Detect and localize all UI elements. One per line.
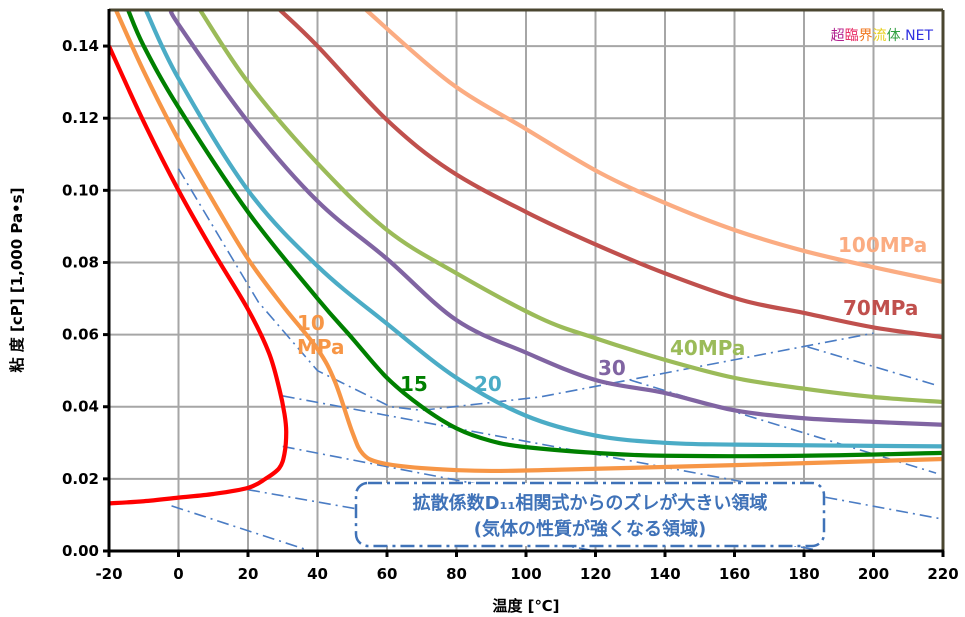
- series-label: 40MPa: [670, 336, 745, 360]
- guide-line: [171, 505, 311, 551]
- series-line: [168, 10, 943, 427]
- x-tick-label: 100: [510, 565, 541, 583]
- series-line: [114, 10, 943, 474]
- watermark-part: 体: [887, 28, 901, 44]
- y-tick-label: 0.02: [62, 470, 99, 488]
- series-label: 10 MPa: [297, 311, 345, 359]
- x-tick-label: 20: [238, 565, 259, 583]
- plot-frame: [103, 8, 945, 557]
- series-curves: [109, 10, 943, 506]
- y-tick-label: 0.04: [62, 398, 99, 416]
- annotation-box: 拡散係数D₁₁相関式からのズレが大きい領域 (気体の性質が強くなる領域): [354, 481, 826, 548]
- watermark-part: 臨: [845, 28, 859, 44]
- x-tick-label: 60: [377, 565, 398, 583]
- series-label: 30: [598, 356, 626, 380]
- guide-line: [177, 168, 874, 412]
- y-tick-label: 0.12: [62, 109, 99, 127]
- x-tick-label: 0: [173, 565, 183, 583]
- y-tick-label: 0.06: [62, 326, 99, 344]
- series-label-line: 10: [297, 311, 325, 335]
- series-label: 70MPa: [843, 296, 918, 320]
- watermark-part: 超: [831, 28, 845, 44]
- gridlines: [108, 10, 944, 552]
- watermark-part: NET: [905, 28, 933, 44]
- watermark-part: 流: [873, 28, 887, 44]
- x-tick-label: -20: [95, 565, 122, 583]
- y-tick-label: 0.14: [62, 37, 99, 55]
- x-tick-label: 180: [788, 565, 819, 583]
- annotation-line-2: (気体の性質が強くなる領域): [474, 518, 706, 540]
- series-line: [126, 10, 943, 459]
- watermark-part: .: [901, 28, 905, 44]
- series-line: [278, 10, 943, 340]
- series-label: 20: [474, 372, 502, 396]
- series-label-line: MPa: [297, 335, 345, 359]
- y-tick-label: 0.08: [62, 253, 99, 271]
- guide-line: [282, 395, 940, 520]
- series-labels: 10 MPa 15 20 30 40MPa 70MPa 100MPa: [297, 233, 927, 396]
- y-tick-label: 0.00: [62, 542, 99, 560]
- series-label: 100MPa: [838, 233, 927, 257]
- x-tick-label: 220: [927, 565, 958, 583]
- x-tick-label: 160: [719, 565, 750, 583]
- x-tick-labels: -20 0 20 40 60 80 100 120 140 160 180 200 220: [95, 565, 958, 583]
- y-tick-label: 0.10: [62, 181, 99, 199]
- y-axis-title: 粘 度 [cP] [1,000 Pa•s]: [8, 188, 26, 373]
- series-label: 15: [400, 372, 428, 396]
- watermark-logo: 超臨界流体.NET: [831, 28, 934, 44]
- series-line: [109, 45, 289, 506]
- watermark-part: 界: [859, 28, 873, 44]
- x-tick-label: 40: [307, 565, 328, 583]
- annotation-line-1: 拡散係数D₁₁相関式からのズレが大きい領域: [413, 492, 768, 514]
- x-tick-label: 200: [858, 565, 889, 583]
- series-line: [198, 10, 943, 405]
- x-tick-label: 80: [446, 565, 467, 583]
- x-tick-label: 140: [649, 565, 680, 583]
- y-tick-labels: 0.00 0.02 0.04 0.06 0.08 0.10 0.12 0.14: [62, 37, 99, 560]
- x-axis-title: 温度 [℃]: [492, 597, 559, 615]
- series-line: [143, 10, 943, 449]
- series-line: [364, 10, 943, 284]
- x-tick-label: 120: [580, 565, 611, 583]
